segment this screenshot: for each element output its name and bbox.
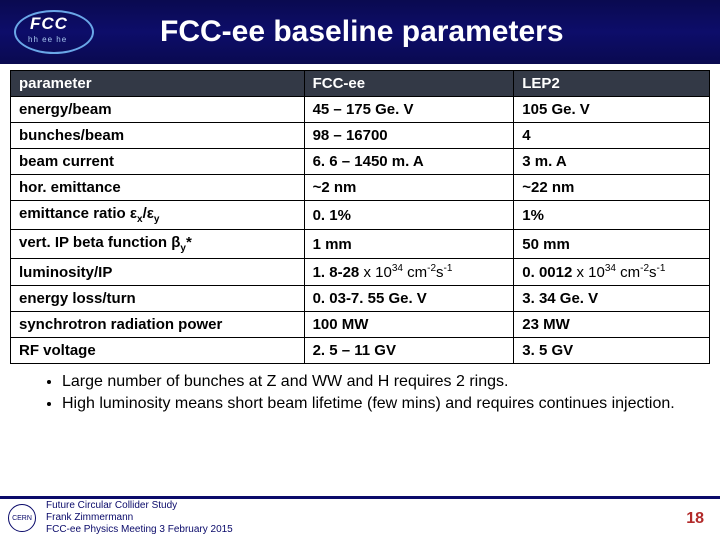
footer-line2: Frank Zimmermann (46, 512, 233, 524)
cell-fcc: ~2 nm (304, 175, 514, 201)
cell-lep: 3. 34 Ge. V (514, 286, 710, 312)
table-row: emittance ratio εx/εy0. 1%1% (11, 201, 710, 230)
cell-parameter: energy loss/turn (11, 286, 305, 312)
cell-lep: 50 mm (514, 230, 710, 259)
cell-fcc: 98 – 16700 (304, 123, 514, 149)
page-number: 18 (686, 510, 704, 528)
table-header-row: parameter FCC-ee LEP2 (11, 71, 710, 97)
table-row: luminosity/IP1. 8-28 x 1034 cm-2s-10. 00… (11, 259, 710, 286)
cell-parameter: bunches/beam (11, 123, 305, 149)
cell-fcc: 45 – 175 Ge. V (304, 97, 514, 123)
slide-footer: CERN Future Circular Collider Study Fran… (0, 500, 720, 540)
slide-title: FCC-ee baseline parameters (160, 15, 564, 49)
col-header-parameter: parameter (11, 71, 305, 97)
cell-fcc: 0. 03-7. 55 Ge. V (304, 286, 514, 312)
cell-parameter: RF voltage (11, 338, 305, 364)
table-row: bunches/beam98 – 167004 (11, 123, 710, 149)
fcc-logo: FCC hh ee he (10, 8, 100, 56)
logo-subtext: hh ee he (28, 35, 67, 44)
footer-text: Future Circular Collider Study Frank Zim… (46, 500, 233, 536)
cell-fcc: 2. 5 – 11 GV (304, 338, 514, 364)
table-row: energy loss/turn0. 03-7. 55 Ge. V3. 34 G… (11, 286, 710, 312)
table-row: vert. IP beta function βy*1 mm50 mm (11, 230, 710, 259)
cell-lep: 4 (514, 123, 710, 149)
cell-lep: 0. 0012 x 1034 cm-2s-1 (514, 259, 710, 286)
cell-lep: 3. 5 GV (514, 338, 710, 364)
cell-parameter: vert. IP beta function βy* (11, 230, 305, 259)
footer-line3: FCC-ee Physics Meeting 3 February 2015 (46, 524, 233, 536)
cell-fcc: 1 mm (304, 230, 514, 259)
cell-lep: ~22 nm (514, 175, 710, 201)
slide-header: FCC hh ee he FCC-ee baseline parameters (0, 0, 720, 64)
cell-parameter: energy/beam (11, 97, 305, 123)
cell-lep: 3 m. A (514, 149, 710, 175)
bullet-list: Large number of bunches at Z and WW and … (42, 372, 692, 414)
bullet-item: High luminosity means short beam lifetim… (62, 394, 692, 414)
table-row: synchrotron radiation power100 MW23 MW (11, 312, 710, 338)
cell-parameter: luminosity/IP (11, 259, 305, 286)
cell-parameter: beam current (11, 149, 305, 175)
cell-lep: 1% (514, 201, 710, 230)
table-row: RF voltage2. 5 – 11 GV3. 5 GV (11, 338, 710, 364)
cell-lep: 105 Ge. V (514, 97, 710, 123)
cell-parameter: synchrotron radiation power (11, 312, 305, 338)
table-row: energy/beam45 – 175 Ge. V105 Ge. V (11, 97, 710, 123)
cell-lep: 23 MW (514, 312, 710, 338)
col-header-lep: LEP2 (514, 71, 710, 97)
col-header-fcc: FCC-ee (304, 71, 514, 97)
cell-fcc: 1. 8-28 x 1034 cm-2s-1 (304, 259, 514, 286)
cell-fcc: 6. 6 – 1450 m. A (304, 149, 514, 175)
cell-parameter: hor. emittance (11, 175, 305, 201)
table-row: beam current6. 6 – 1450 m. A3 m. A (11, 149, 710, 175)
cell-fcc: 100 MW (304, 312, 514, 338)
cell-fcc: 0. 1% (304, 201, 514, 230)
cell-parameter: emittance ratio εx/εy (11, 201, 305, 230)
table-row: hor. emittance~2 nm~22 nm (11, 175, 710, 201)
bullet-item: Large number of bunches at Z and WW and … (62, 372, 692, 392)
cern-logo: CERN (8, 504, 36, 532)
parameters-table: parameter FCC-ee LEP2 energy/beam45 – 17… (10, 70, 710, 364)
logo-text: FCC (30, 14, 68, 34)
footer-divider (0, 496, 720, 499)
footer-line1: Future Circular Collider Study (46, 500, 233, 512)
